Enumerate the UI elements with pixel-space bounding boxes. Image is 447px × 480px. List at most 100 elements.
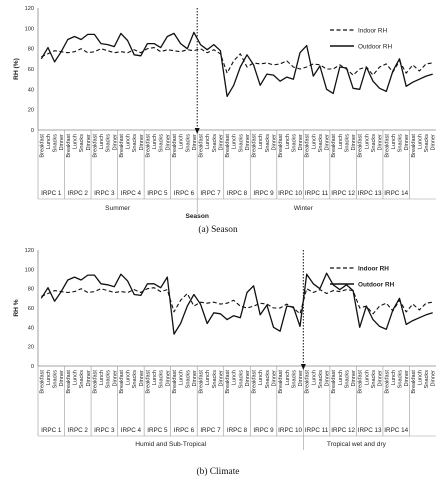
x-tick-label-meal: Snacks <box>424 134 430 153</box>
y-tick-label: 100 <box>25 26 34 32</box>
x-tick-label-meal: Lunch <box>152 134 158 149</box>
x-tick-label-meal: Dinner <box>59 134 65 151</box>
x-tick-label-meal: Dinner <box>139 134 145 151</box>
x-tick-label-meal: Lunch <box>285 370 291 385</box>
x-group-label: IRPC 12 <box>331 190 355 197</box>
x-section-label: Humid and Sub-Tropical <box>135 441 206 448</box>
x-group-label: IRPC 11 <box>305 427 329 434</box>
x-tick-label-meal: Dinner <box>192 134 198 151</box>
x-group-label: IRPC 10 <box>278 190 302 197</box>
x-tick-label-meal: Snacks <box>212 134 218 153</box>
x-tick-label-meal: Snacks <box>106 134 112 153</box>
x-group-label: IRPC 9 <box>253 427 274 434</box>
x-tick-label-meal: Breakfast <box>358 370 364 394</box>
x-tick-label-meal: Snacks <box>185 134 191 153</box>
x-section-label: Summer <box>105 205 131 212</box>
x-tick-label-meal: Snacks <box>53 134 59 153</box>
x-group-label: IRPC 3 <box>94 190 115 197</box>
x-tick-label-meal: Dinner <box>325 370 331 387</box>
x-tick-label-meal: Breakfast <box>39 134 45 158</box>
x-group-label: IRPC 8 <box>227 190 248 197</box>
x-tick-label-meal: Lunch <box>232 370 238 385</box>
x-tick-label-meal: Snacks <box>344 370 350 389</box>
x-tick-label-meal: Dinner <box>112 134 118 151</box>
x-tick-label-meal: Breakfast <box>331 134 337 158</box>
x-tick-label-meal: Dinner <box>351 134 357 151</box>
caption-season: (a) Season <box>198 224 238 235</box>
y-axis-label: RH % <box>13 299 20 316</box>
x-tick-label-meal: Lunch <box>338 370 344 385</box>
x-tick-label-meal: Snacks <box>132 134 138 153</box>
x-group-label: IRPC 5 <box>147 427 168 434</box>
x-tick-label-meal: Breakfast <box>92 134 98 158</box>
outdoor-rh-line <box>40 31 433 98</box>
y-tick-label: 120 <box>25 6 34 12</box>
x-tick-label-meal: Snacks <box>53 370 59 389</box>
y-tick-label: 40 <box>28 87 34 93</box>
x-group-label: IRPC 2 <box>68 190 89 197</box>
x-group-label: IRPC 7 <box>200 427 221 434</box>
x-tick-label-meal: Dinner <box>404 134 410 151</box>
x-tick-label-meal: Dinner <box>271 134 277 151</box>
y-tick-label: 20 <box>28 345 34 351</box>
x-group-label: IRPC 13 <box>358 190 382 197</box>
x-group-label: IRPC 1 <box>41 427 62 434</box>
x-tick-label-meal: Dinner <box>298 134 304 151</box>
x-group-label: IRPC 4 <box>121 427 142 434</box>
x-tick-label-meal: Lunch <box>46 370 52 385</box>
x-tick-label-meal: Breakfast <box>331 370 337 394</box>
y-axis-label: RH (%) <box>13 58 20 80</box>
x-group-label: IRPC 12 <box>331 427 355 434</box>
x-tick-label-meal: Snacks <box>424 370 430 389</box>
x-tick-label-meal: Snacks <box>238 370 244 389</box>
divider-arrow-head <box>300 364 306 370</box>
x-tick-label-meal: Breakfast <box>358 134 364 158</box>
x-tick-label-meal: Breakfast <box>119 134 125 158</box>
x-tick-label-meal: Snacks <box>265 134 271 153</box>
y-tick-label: 100 <box>25 267 34 273</box>
x-tick-label-meal: Breakfast <box>278 370 284 394</box>
x-tick-label-meal: Lunch <box>391 370 397 385</box>
x-tick-label-meal: Snacks <box>318 134 324 153</box>
x-tick-label-meal: Breakfast <box>39 370 45 394</box>
legend-label: Indoor RH <box>358 27 388 34</box>
x-tick-label-meal: Snacks <box>132 370 138 389</box>
x-tick-label-meal: Breakfast <box>225 134 231 158</box>
x-tick-label-meal: Breakfast <box>199 134 205 158</box>
outdoor-rh-line <box>40 272 433 335</box>
x-group-label: IRPC 14 <box>384 190 408 197</box>
x-section-label: Winter <box>294 205 314 212</box>
x-tick-label-meal: Lunch <box>311 134 317 149</box>
x-group-label: IRPC 2 <box>68 427 89 434</box>
y-tick-label: 60 <box>28 306 34 312</box>
x-tick-label-meal: Breakfast <box>411 370 417 394</box>
x-tick-label-meal: Breakfast <box>199 370 205 394</box>
x-tick-label-meal: Snacks <box>238 134 244 153</box>
y-tick-label: 80 <box>28 47 34 53</box>
x-tick-label-meal: Dinner <box>378 134 384 151</box>
x-tick-label-meal: Lunch <box>258 134 264 149</box>
y-tick-label: 0 <box>31 364 34 370</box>
legend-label: Outdoor RH <box>358 43 392 50</box>
x-tick-label-meal: Dinner <box>86 134 92 151</box>
x-group-label: IRPC 8 <box>227 427 248 434</box>
x-group-label: IRPC 14 <box>384 427 408 434</box>
x-tick-label-meal: Breakfast <box>92 370 98 394</box>
x-tick-label-meal: Breakfast <box>225 370 231 394</box>
x-tick-label-meal: Snacks <box>159 134 165 153</box>
x-tick-label-meal: Lunch <box>417 370 423 385</box>
x-group-label: IRPC 5 <box>147 190 168 197</box>
x-tick-label-meal: Snacks <box>159 370 165 389</box>
x-tick-label-meal: Snacks <box>398 134 404 153</box>
x-tick-label-meal: Breakfast <box>172 370 178 394</box>
x-tick-label-meal: Breakfast <box>145 370 151 394</box>
x-tick-label-meal: Breakfast <box>66 134 72 158</box>
indoor-rh-line <box>41 47 433 76</box>
x-tick-label-meal: Lunch <box>72 134 78 149</box>
x-tick-label-meal: Lunch <box>99 370 105 385</box>
x-tick-label-meal: Lunch <box>205 370 211 385</box>
legend-label: Outdoor RH <box>358 281 395 288</box>
x-tick-label-meal: Snacks <box>106 370 112 389</box>
x-tick-label-meal: Lunch <box>205 134 211 149</box>
